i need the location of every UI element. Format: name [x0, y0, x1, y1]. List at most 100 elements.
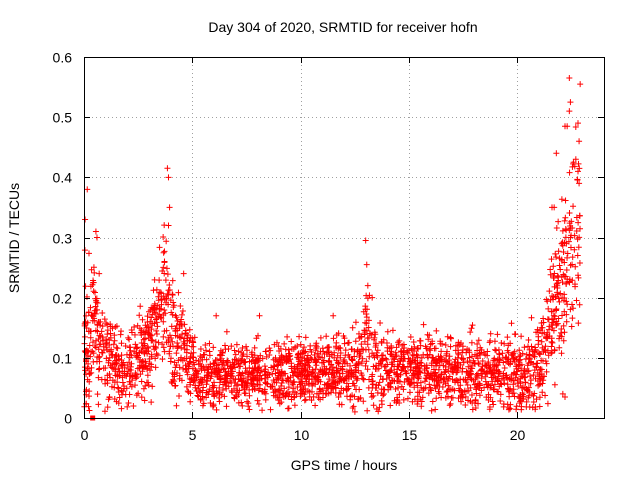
data-point — [369, 378, 376, 385]
data-point — [125, 334, 132, 341]
data-point — [563, 227, 570, 234]
data-point — [544, 400, 551, 407]
data-point — [469, 353, 476, 360]
data-point — [289, 381, 296, 388]
data-point — [180, 270, 187, 277]
data-point — [120, 383, 127, 390]
data-point — [131, 331, 138, 338]
data-point — [519, 350, 526, 357]
data-point — [92, 295, 99, 302]
data-point — [373, 384, 380, 391]
data-point — [576, 180, 583, 187]
data-point — [199, 395, 206, 402]
data-point — [369, 381, 376, 388]
y-tick-label: 0 — [64, 411, 72, 427]
data-point — [462, 401, 469, 408]
data-point — [195, 393, 202, 400]
data-point — [487, 337, 494, 344]
data-point — [543, 368, 550, 375]
data-point — [153, 327, 160, 334]
data-point — [489, 361, 496, 368]
data-point — [261, 363, 268, 370]
data-point — [564, 301, 571, 308]
data-point — [436, 362, 443, 369]
data-point — [494, 376, 501, 383]
data-point — [332, 389, 339, 396]
data-point — [356, 386, 363, 393]
data-point — [430, 366, 437, 373]
data-point — [553, 150, 560, 157]
data-point — [366, 376, 373, 383]
data-point — [565, 238, 572, 245]
data-point — [457, 388, 464, 395]
data-point — [160, 333, 167, 340]
data-point — [111, 379, 118, 386]
data-point — [87, 328, 94, 335]
data-point — [397, 371, 404, 378]
data-point — [378, 338, 385, 345]
data-point — [308, 376, 315, 383]
data-point — [358, 346, 365, 353]
data-point — [523, 398, 530, 405]
data-point — [544, 335, 551, 342]
data-point — [306, 364, 313, 371]
data-point — [101, 316, 108, 323]
data-point — [401, 378, 408, 385]
data-point — [493, 367, 500, 374]
data-point — [276, 400, 283, 407]
data-point — [345, 383, 352, 390]
data-point — [223, 403, 230, 410]
data-point — [294, 373, 301, 380]
data-point — [271, 363, 278, 370]
data-point — [561, 329, 568, 336]
data-point — [482, 373, 489, 380]
data-point — [550, 274, 557, 281]
data-point — [569, 315, 576, 322]
data-point — [505, 360, 512, 367]
data-point — [409, 351, 416, 358]
data-point — [359, 355, 366, 362]
data-point — [172, 382, 179, 389]
data-point — [218, 366, 225, 373]
data-point — [418, 354, 425, 361]
data-point — [576, 165, 583, 172]
data-point — [429, 355, 436, 362]
data-point — [246, 406, 253, 413]
data-point — [244, 398, 251, 405]
data-point — [119, 379, 126, 386]
data-point — [209, 382, 216, 389]
data-point — [536, 403, 543, 410]
data-point — [331, 373, 338, 380]
data-point — [113, 357, 120, 364]
data-point — [148, 399, 155, 406]
data-point — [342, 347, 349, 354]
data-point — [301, 344, 308, 351]
data-point — [361, 331, 368, 338]
data-point — [451, 365, 458, 372]
data-point — [234, 381, 241, 388]
data-point — [235, 348, 242, 355]
data-point — [165, 291, 172, 298]
data-point — [216, 384, 223, 391]
data-point — [152, 309, 159, 316]
data-point — [132, 370, 139, 377]
data-point — [510, 350, 517, 357]
data-point — [166, 204, 173, 211]
data-point — [317, 366, 324, 373]
data-point — [281, 356, 288, 363]
data-point — [298, 365, 305, 372]
data-point — [577, 81, 584, 88]
data-point — [173, 402, 180, 409]
data-point — [468, 325, 475, 332]
data-point — [487, 330, 494, 337]
data-point — [282, 370, 289, 377]
data-point — [336, 376, 343, 383]
data-point — [238, 355, 245, 362]
data-point — [146, 331, 153, 338]
data-point — [511, 369, 518, 376]
data-point — [156, 289, 163, 296]
data-point — [392, 349, 399, 356]
data-point — [475, 400, 482, 407]
data-point — [190, 339, 197, 346]
data-point — [517, 356, 524, 363]
